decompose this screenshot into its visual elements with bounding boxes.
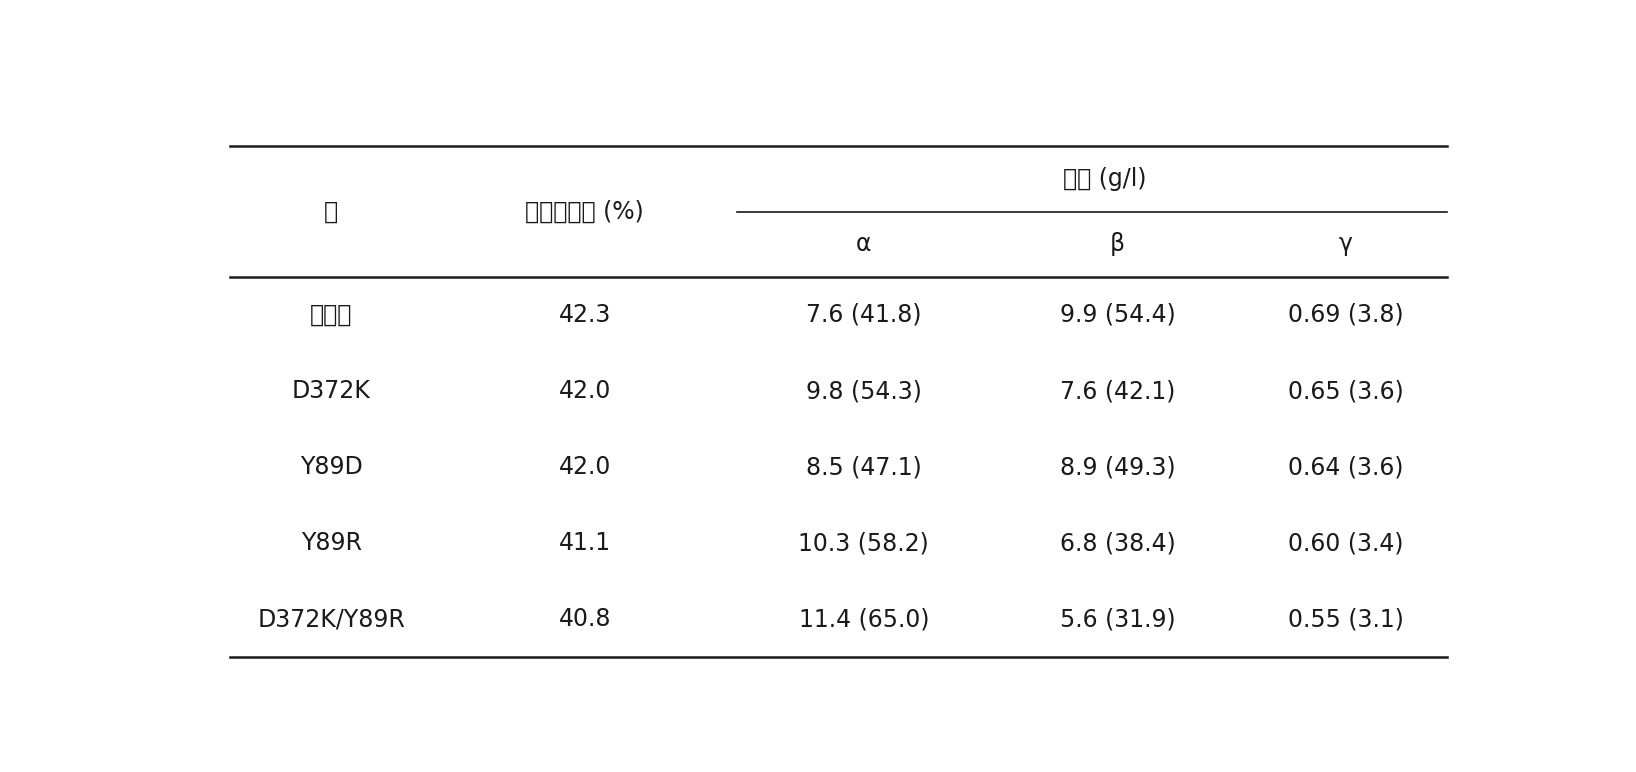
Text: 7.6 (42.1): 7.6 (42.1) (1060, 379, 1175, 403)
Text: 42.3: 42.3 (558, 303, 612, 327)
Text: 淡粉转化率 (%): 淡粉转化率 (%) (525, 199, 645, 224)
Text: 0.55 (3.1): 0.55 (3.1) (1288, 608, 1404, 631)
Text: D372K: D372K (291, 379, 371, 403)
Text: 41.1: 41.1 (560, 531, 610, 555)
Text: 42.0: 42.0 (558, 379, 612, 403)
Text: 42.0: 42.0 (558, 455, 612, 479)
Text: 10.3 (58.2): 10.3 (58.2) (798, 531, 929, 555)
Text: 0.69 (3.8): 0.69 (3.8) (1288, 303, 1404, 327)
Text: 6.8 (38.4): 6.8 (38.4) (1060, 531, 1175, 555)
Text: 产物 (g/l): 产物 (g/l) (1063, 167, 1147, 191)
Text: 7.6 (41.8): 7.6 (41.8) (807, 303, 921, 327)
Text: 9.8 (54.3): 9.8 (54.3) (807, 379, 921, 403)
Text: 40.8: 40.8 (558, 608, 612, 631)
Text: 8.5 (47.1): 8.5 (47.1) (807, 455, 921, 479)
Text: 野生型: 野生型 (311, 303, 352, 327)
Text: 9.9 (54.4): 9.9 (54.4) (1060, 303, 1175, 327)
Text: 11.4 (65.0): 11.4 (65.0) (798, 608, 929, 631)
Text: Y89D: Y89D (299, 455, 363, 479)
Text: β: β (1109, 232, 1126, 256)
Text: 0.64 (3.6): 0.64 (3.6) (1288, 455, 1404, 479)
Text: 8.9 (49.3): 8.9 (49.3) (1060, 455, 1175, 479)
Text: Y89R: Y89R (301, 531, 362, 555)
Text: 酶: 酶 (324, 199, 339, 224)
Text: 5.6 (31.9): 5.6 (31.9) (1060, 608, 1175, 631)
Text: α: α (856, 232, 872, 256)
Text: 0.65 (3.6): 0.65 (3.6) (1288, 379, 1404, 403)
Text: γ: γ (1338, 232, 1353, 256)
Text: D372K/Y89R: D372K/Y89R (257, 608, 406, 631)
Text: 0.60 (3.4): 0.60 (3.4) (1288, 531, 1404, 555)
